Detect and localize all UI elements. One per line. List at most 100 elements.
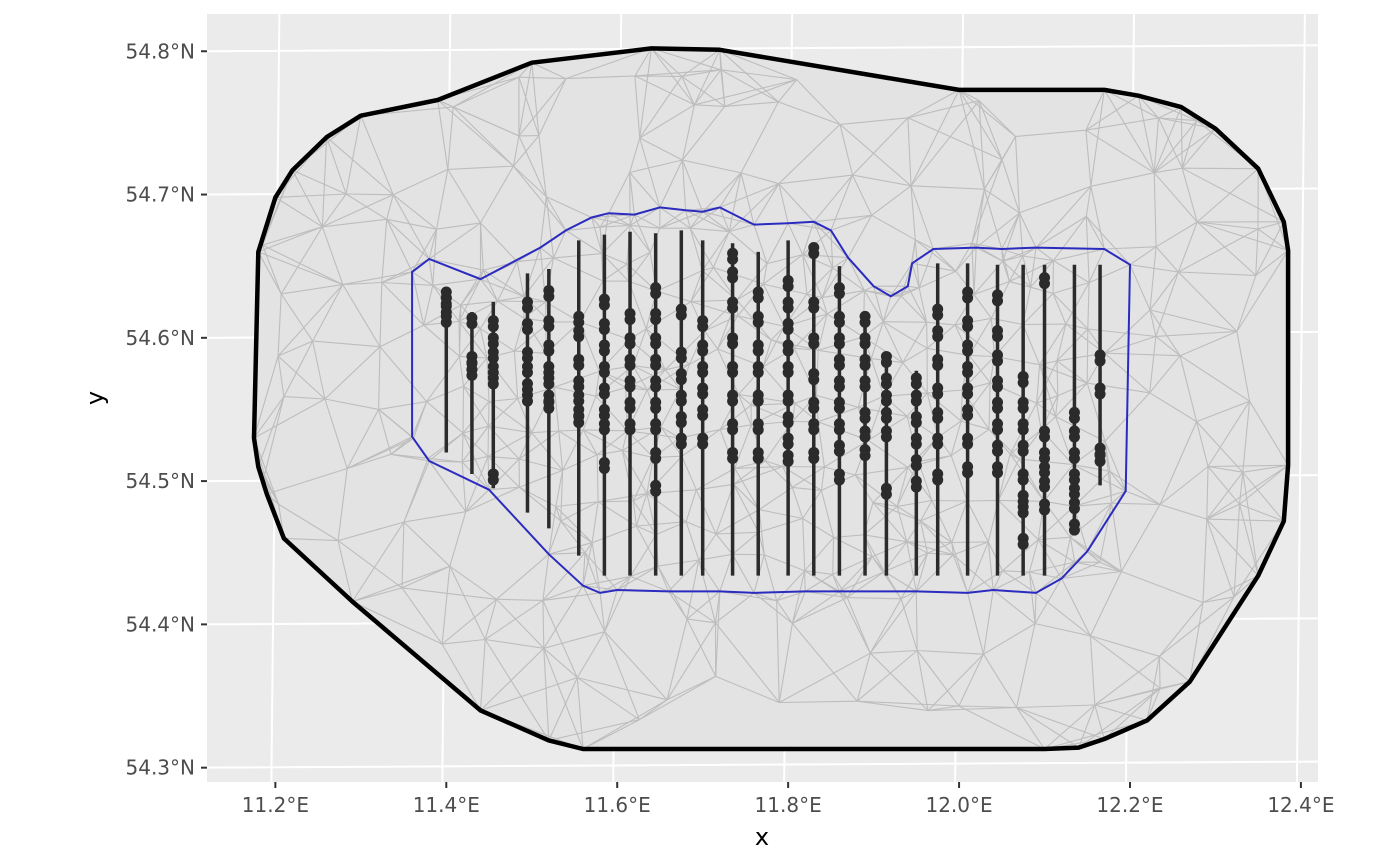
mesh-edge xyxy=(277,284,344,357)
mesh-edge xyxy=(719,590,777,602)
mesh-edge xyxy=(277,355,285,397)
mesh-edge xyxy=(392,168,449,196)
mesh-edge xyxy=(639,137,683,161)
mesh-edge xyxy=(900,295,927,323)
mesh-edge xyxy=(758,517,803,533)
mesh-edge xyxy=(513,351,519,399)
mesh-edge xyxy=(452,106,520,137)
mesh-edge xyxy=(403,458,429,523)
mesh-edge xyxy=(839,117,908,125)
mesh-edge xyxy=(791,623,858,702)
mesh-edge xyxy=(762,283,785,327)
mesh-edge xyxy=(608,212,631,226)
mesh-edge xyxy=(927,541,953,554)
mesh-edge xyxy=(403,511,466,523)
data-point xyxy=(624,424,636,436)
data-point xyxy=(1039,481,1051,493)
data-point xyxy=(910,460,922,472)
mesh-edge xyxy=(436,222,481,230)
mesh-edge xyxy=(262,244,344,286)
mesh-edge xyxy=(734,424,752,469)
mesh-edge xyxy=(539,247,554,259)
data-point xyxy=(697,366,709,378)
mesh-edge xyxy=(915,553,929,592)
mesh-edge xyxy=(480,647,545,711)
mesh-edge xyxy=(852,174,873,216)
mesh-edge xyxy=(403,521,451,567)
mesh-edge xyxy=(778,183,815,223)
mesh-edge xyxy=(496,598,545,649)
mesh-edge xyxy=(778,183,789,224)
mesh-edge xyxy=(1016,704,1095,709)
data-point xyxy=(932,388,944,400)
mesh-edge xyxy=(1158,117,1216,130)
mesh-edge xyxy=(770,326,785,341)
mesh-edge xyxy=(1153,120,1198,174)
data-point xyxy=(962,409,974,421)
mesh-edge xyxy=(1028,571,1036,624)
mesh-edge xyxy=(347,453,392,470)
mesh-edge xyxy=(1089,635,1096,706)
mesh-edge xyxy=(277,293,282,357)
mesh-edge xyxy=(715,592,755,624)
x-tick-label: 11.4°E xyxy=(413,793,480,817)
data-point xyxy=(1017,474,1029,486)
data-point xyxy=(1068,524,1080,536)
mesh-edge xyxy=(762,263,768,285)
mesh-edge xyxy=(518,430,560,460)
mesh-edge xyxy=(411,271,434,286)
mesh-edge xyxy=(668,590,716,624)
mesh-edge xyxy=(686,590,721,620)
mesh-edge xyxy=(776,600,780,703)
mesh-edge xyxy=(1090,172,1155,187)
mesh-edge xyxy=(1053,260,1090,284)
mesh-edge xyxy=(1009,260,1054,282)
mesh-edge xyxy=(352,587,403,603)
mesh-edge xyxy=(1104,309,1151,354)
mesh-edge xyxy=(1182,167,1259,170)
mesh-edge xyxy=(517,398,533,433)
mesh-edge xyxy=(1099,503,1113,563)
data-point xyxy=(782,323,794,335)
mesh-edge xyxy=(480,278,498,302)
mesh-edge xyxy=(804,570,806,592)
data-point xyxy=(932,438,944,450)
data-point xyxy=(727,253,739,265)
mesh-edge xyxy=(1207,464,1289,468)
mesh-edge xyxy=(258,251,343,286)
mesh-edge xyxy=(651,48,683,77)
data-point xyxy=(1068,488,1080,500)
mesh-edge xyxy=(1178,228,1259,273)
mesh-edge xyxy=(1129,246,1157,266)
mesh-edge xyxy=(872,501,921,522)
mesh-edge xyxy=(591,216,631,226)
mesh-edge xyxy=(591,501,599,543)
mesh-edge xyxy=(882,321,904,363)
mesh-edge xyxy=(517,257,554,263)
mesh-edge xyxy=(681,159,704,212)
mesh-edge xyxy=(778,101,841,125)
mesh-edge xyxy=(346,437,414,470)
mesh-edge xyxy=(681,76,695,106)
mesh-edge xyxy=(381,281,433,286)
mesh-edge xyxy=(870,358,885,397)
data-point xyxy=(859,450,871,462)
mesh-edge xyxy=(283,537,339,542)
mesh-edge xyxy=(1181,120,1198,169)
mesh-edge xyxy=(516,261,525,297)
mesh-edge xyxy=(621,450,648,494)
mesh-edge xyxy=(1030,247,1037,288)
mesh-edge xyxy=(1069,537,1076,563)
data-point xyxy=(808,338,820,350)
mesh-edge xyxy=(839,571,885,592)
mesh-edge xyxy=(792,466,825,488)
mesh-edge xyxy=(910,185,934,250)
mesh-edge xyxy=(616,576,631,591)
data-point xyxy=(543,291,555,303)
mesh-edge xyxy=(1149,309,1181,357)
mesh-edge xyxy=(1206,466,1209,520)
mesh-edge xyxy=(668,559,700,592)
mesh-edge xyxy=(987,541,994,591)
data-point xyxy=(521,366,533,378)
